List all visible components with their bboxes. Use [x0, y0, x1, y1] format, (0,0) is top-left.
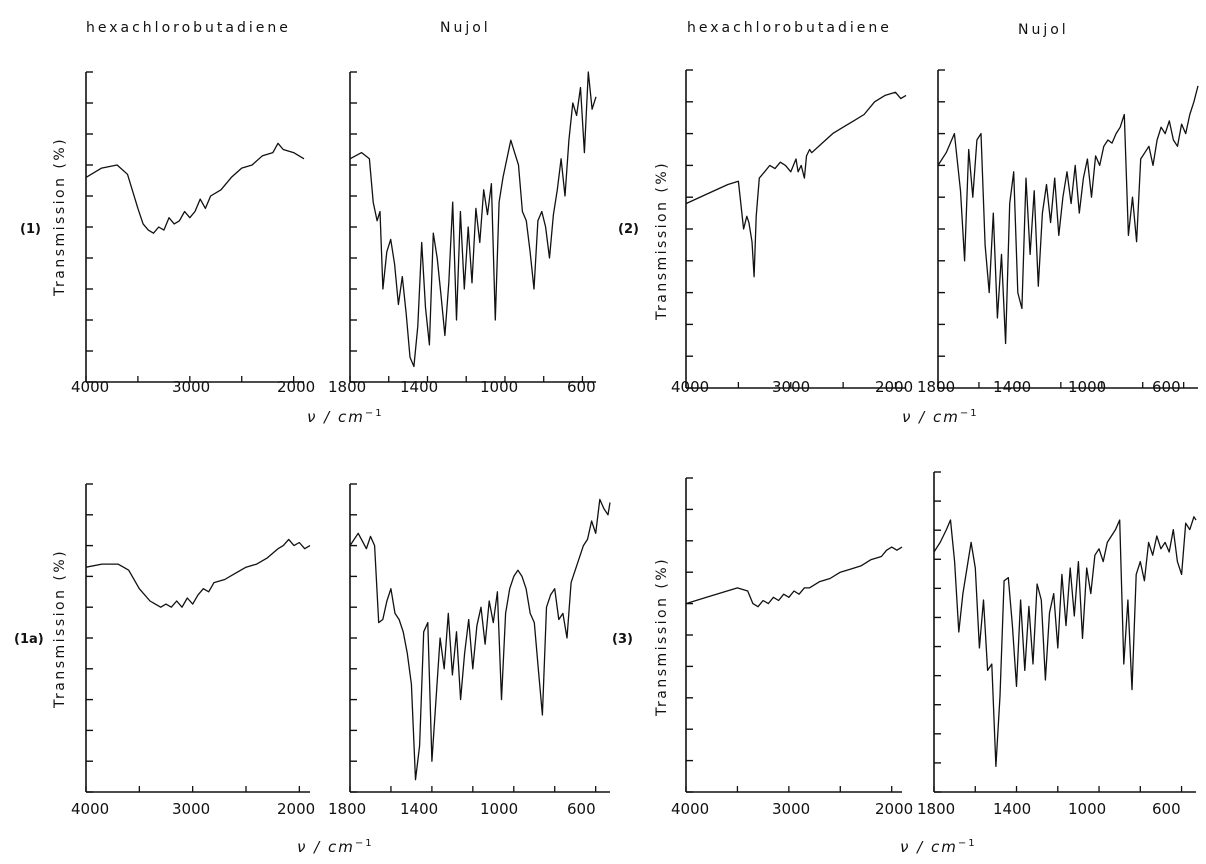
tick-label-3000: 3000 — [772, 378, 811, 396]
x-axis-label-bottom-right: ν / cm−1 — [900, 838, 977, 856]
compound-label-1a: (1a) — [14, 632, 44, 647]
x-axis-label-text: ν / cm — [307, 408, 365, 426]
tick-label-1800: 1800 — [328, 800, 367, 818]
tick-label-4000: 4000 — [671, 378, 710, 396]
x-axis-label-exponent: −1 — [354, 838, 374, 849]
header-right-hexachlorobutadiene: hexachlorobutadiene — [687, 20, 892, 36]
x-axis-label-top-right: ν / cm−1 — [902, 408, 979, 426]
compound-label-3: (3) — [612, 632, 633, 647]
tick-label-2000: 2000 — [875, 378, 914, 396]
tick-label-1800: 1800 — [328, 378, 367, 396]
tick-label-1400: 1400 — [993, 378, 1032, 396]
spectrum-2-nujol — [937, 85, 1199, 345]
spectrum-2-hexachlorobutadiene — [685, 91, 907, 278]
header-right-nujol: Nujol — [1018, 22, 1069, 38]
header-left-hexachlorobutadiene: hexachlorobutadiene — [86, 20, 291, 36]
tick-label-1000: 1000 — [1068, 800, 1107, 818]
x-axis-label-exponent: −1 — [959, 408, 979, 419]
header-left-nujol: Nujol — [440, 20, 491, 36]
tick-label-600: 600 — [1152, 378, 1181, 396]
spectrum-1a-hexachlorobutadiene — [85, 538, 311, 608]
tick-label-4000: 4000 — [671, 800, 710, 818]
x-axis-label-text: ν / cm — [902, 408, 960, 426]
x-axis-label-text: ν / cm — [297, 838, 355, 856]
spectrum-3-hexachlorobutadiene — [685, 546, 903, 608]
y-axis-label-2: Transmission (%) — [654, 160, 670, 320]
tick-label-1000: 1000 — [480, 800, 519, 818]
tick-label-1000: 1000 — [1068, 378, 1107, 396]
tick-label-1800: 1800 — [917, 378, 956, 396]
x-axis-label-text: ν / cm — [900, 838, 958, 856]
tick-label-1400: 1400 — [400, 378, 439, 396]
tick-label-600: 600 — [1152, 800, 1181, 818]
spectrum-1a-nujol — [349, 498, 611, 781]
x-axis-label-bottom-left: ν / cm−1 — [297, 838, 374, 856]
spectrum-1-hexachlorobutadiene — [85, 142, 305, 234]
tick-label-3000: 3000 — [172, 800, 211, 818]
tick-label-1400: 1400 — [400, 800, 439, 818]
tick-label-2000: 2000 — [875, 800, 914, 818]
x-axis-label-exponent: −1 — [957, 838, 977, 849]
tick-label-3000: 3000 — [172, 378, 211, 396]
compound-label-2: (2) — [618, 222, 639, 237]
x-axis-label-exponent: −1 — [364, 408, 384, 419]
tick-label-2000: 2000 — [277, 378, 316, 396]
tick-label-1400: 1400 — [993, 800, 1032, 818]
y-axis-label-3: Transmission (%) — [654, 556, 670, 716]
x-axis-label-top-left: ν / cm−1 — [307, 408, 384, 426]
tick-label-600: 600 — [567, 800, 596, 818]
y-axis-label-1a: Transmission (%) — [52, 548, 68, 708]
spectrum-1-nujol — [349, 71, 597, 368]
y-axis-label-1: Transmission (%) — [52, 136, 68, 296]
tick-label-1000: 1000 — [480, 378, 519, 396]
spectrum-3-nujol — [933, 516, 1197, 768]
tick-label-3000: 3000 — [772, 800, 811, 818]
tick-label-600: 600 — [567, 378, 596, 396]
tick-label-4000: 4000 — [71, 378, 110, 396]
tick-label-2000: 2000 — [277, 800, 316, 818]
compound-label-1: (1) — [20, 222, 41, 237]
tick-label-4000: 4000 — [71, 800, 110, 818]
tick-label-1800: 1800 — [917, 800, 956, 818]
